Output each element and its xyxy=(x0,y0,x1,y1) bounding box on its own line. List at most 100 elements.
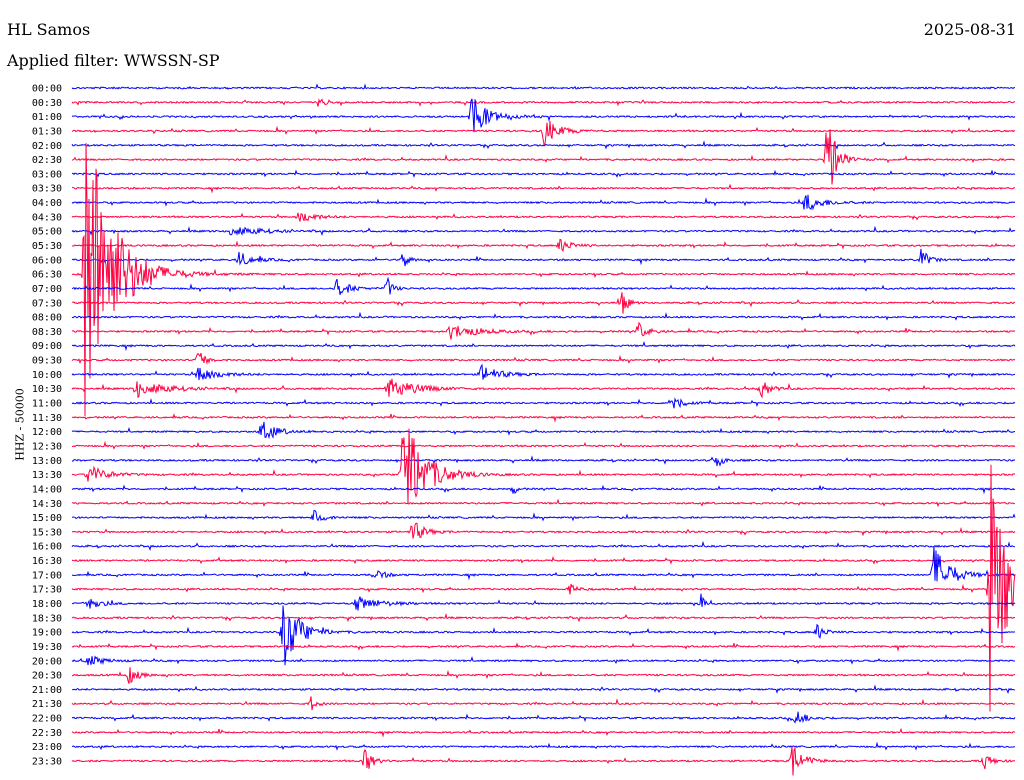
trace-line-1700 xyxy=(71,546,1016,582)
trace-line-1200 xyxy=(71,421,1016,440)
trace-line-2000 xyxy=(71,655,1016,666)
trace-line-0500 xyxy=(71,225,1016,237)
time-tick-label: 20:30 xyxy=(32,671,62,682)
trace-line-2330 xyxy=(71,746,1016,776)
trace-line-2100 xyxy=(71,684,1016,695)
trace-line-1230 xyxy=(71,440,1016,450)
time-tick-label: 05:00 xyxy=(32,227,62,238)
time-tick-label: 23:30 xyxy=(32,757,62,768)
trace-line-0730 xyxy=(71,292,1016,314)
time-tick-label: 05:30 xyxy=(32,241,62,252)
time-tick-label: 03:00 xyxy=(32,169,62,180)
trace-line-0330 xyxy=(72,183,1016,194)
time-tick-label: 07:00 xyxy=(32,284,62,295)
time-tick-label: 15:30 xyxy=(32,527,62,538)
station-title: HL Samos xyxy=(7,20,91,39)
time-tick-label: 17:00 xyxy=(32,570,62,581)
trace-line-0130 xyxy=(71,121,1016,146)
trace-line-0200 xyxy=(71,140,1016,150)
time-tick-label: 18:30 xyxy=(32,613,62,624)
time-tick-label: 04:00 xyxy=(32,198,62,209)
time-tick-label: 09:30 xyxy=(32,356,62,367)
time-tick-label: 23:00 xyxy=(32,742,62,753)
trace-line-1830 xyxy=(71,612,1016,623)
time-tick-label: 17:30 xyxy=(32,585,62,596)
time-tick-label: 21:30 xyxy=(32,699,62,710)
trace-line-0800 xyxy=(71,311,1016,321)
date-label: 2025-08-31 xyxy=(923,20,1016,39)
time-tick-label: 00:00 xyxy=(32,84,62,95)
trace-line-0030 xyxy=(71,98,1016,107)
trace-line-0000 xyxy=(71,83,1015,90)
time-tick-label: 16:00 xyxy=(32,542,62,553)
time-tick-label: 12:30 xyxy=(32,441,62,452)
time-tick-label: 02:00 xyxy=(32,141,62,152)
time-tick-label: 04:30 xyxy=(32,212,62,223)
trace-line-1500 xyxy=(71,510,1016,522)
time-tick-label: 22:00 xyxy=(32,714,62,725)
time-tick-label: 10:30 xyxy=(32,384,62,395)
trace-line-0630 xyxy=(71,143,1016,417)
time-tick-label: 10:00 xyxy=(32,370,62,381)
trace-line-0530 xyxy=(71,238,1016,253)
trace-line-1400 xyxy=(71,484,1016,495)
trace-line-0400 xyxy=(71,194,1016,211)
time-tick-label: 14:00 xyxy=(32,484,62,495)
trace-line-1130 xyxy=(72,413,1016,423)
time-tick-label: 03:30 xyxy=(32,184,62,195)
time-tick-label: 08:30 xyxy=(32,327,62,338)
time-tick-label: 21:00 xyxy=(32,685,62,696)
trace-line-0900 xyxy=(71,341,1016,352)
trace-line-1730 xyxy=(71,464,1016,712)
time-tick-label: 13:00 xyxy=(32,456,62,467)
time-tick-label: 16:30 xyxy=(32,556,62,567)
time-tick-label: 14:30 xyxy=(32,499,62,510)
trace-line-0100 xyxy=(71,98,1016,133)
time-tick-label: 15:00 xyxy=(32,513,62,524)
time-tick-label: 02:30 xyxy=(32,155,62,166)
time-tick-label: 13:30 xyxy=(32,470,62,481)
trace-line-2230 xyxy=(71,727,1016,738)
trace-line-2030 xyxy=(71,667,1016,684)
trace-line-0600 xyxy=(71,248,1016,267)
trace-line-1300 xyxy=(71,455,1016,467)
filter-label: Applied filter: WWSSN-SP xyxy=(7,51,220,70)
trace-line-0700 xyxy=(71,276,1016,295)
time-tick-label: 12:00 xyxy=(32,427,62,438)
trace-line-1930 xyxy=(71,642,1016,652)
trace-line-1000 xyxy=(71,363,1016,381)
trace-line-1900 xyxy=(71,605,1016,666)
trace-line-0830 xyxy=(71,321,1016,340)
trace-line-1530 xyxy=(71,522,1016,539)
trace-line-1330 xyxy=(71,428,1016,504)
trace-line-0930 xyxy=(71,352,1016,365)
trace-line-1030 xyxy=(71,378,1016,399)
time-tick-label: 00:30 xyxy=(32,98,62,109)
time-tick-label: 20:00 xyxy=(32,656,62,667)
trace-line-1800 xyxy=(71,593,1016,611)
time-tick-label: 11:00 xyxy=(32,399,62,410)
trace-line-1630 xyxy=(71,556,1016,565)
time-tick-label: 09:00 xyxy=(32,341,62,352)
time-tick-label: 11:30 xyxy=(32,413,62,424)
trace-line-2130 xyxy=(71,696,1016,711)
trace-line-0300 xyxy=(71,169,1016,179)
time-tick-label: 08:00 xyxy=(32,313,62,324)
time-tick-label: 18:00 xyxy=(32,599,62,610)
trace-line-1100 xyxy=(71,397,1016,409)
trace-line-0230 xyxy=(71,129,1016,185)
time-tick-label: 19:00 xyxy=(32,628,62,639)
time-tick-label: 19:30 xyxy=(32,642,62,653)
time-tick-label: 22:30 xyxy=(32,728,62,739)
time-tick-label: 06:30 xyxy=(32,270,62,281)
trace-line-2300 xyxy=(71,741,1016,751)
time-tick-label: 01:00 xyxy=(32,112,62,123)
trace-line-0430 xyxy=(71,212,1016,222)
time-tick-label: 06:00 xyxy=(32,255,62,266)
time-tick-label: 07:30 xyxy=(32,298,62,309)
trace-line-1430 xyxy=(71,498,1016,508)
time-tick-label: 01:30 xyxy=(32,126,62,137)
trace-line-1600 xyxy=(71,540,1016,551)
trace-line-2200 xyxy=(71,711,1016,724)
